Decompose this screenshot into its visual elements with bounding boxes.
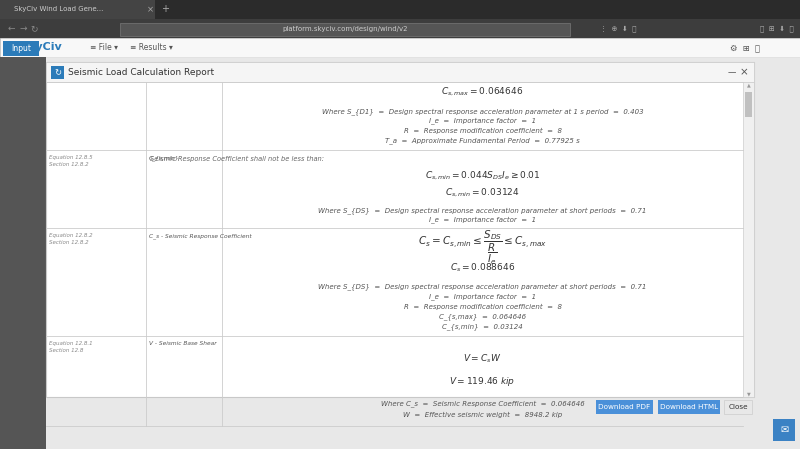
- Text: —: —: [728, 68, 736, 77]
- Text: ⋮  ⊕  ⬇  🔖: ⋮ ⊕ ⬇ 🔖: [600, 26, 637, 32]
- Text: ⚙  ⊞  👤: ⚙ ⊞ 👤: [730, 43, 760, 52]
- Text: Equation 12.8.5: Equation 12.8.5: [49, 155, 93, 160]
- Text: $C_{s,min} = 0.03124$: $C_{s,min} = 0.03124$: [445, 187, 520, 199]
- Text: I_e  =  Importance factor  =  1: I_e = Importance factor = 1: [429, 216, 536, 223]
- FancyBboxPatch shape: [0, 19, 800, 38]
- Text: Where S_{D1}  =  Design spectral response acceleration parameter at 1 s period  : Where S_{D1} = Design spectral response …: [322, 108, 643, 114]
- Text: Where S_{DS}  =  Design spectral response acceleration parameter at short period: Where S_{DS} = Design spectral response …: [318, 283, 646, 291]
- Text: Input: Input: [11, 44, 31, 53]
- Text: C_{s,min}  =  0.03124: C_{s,min} = 0.03124: [442, 323, 523, 330]
- Text: ×: ×: [740, 67, 748, 78]
- Text: $C_s = 0.088646$: $C_s = 0.088646$: [450, 261, 515, 273]
- Text: →: →: [19, 24, 26, 33]
- Text: V - Seismic Base Shear: V - Seismic Base Shear: [149, 341, 217, 346]
- Text: ▼: ▼: [746, 392, 750, 396]
- Text: Section 12.8: Section 12.8: [49, 348, 83, 353]
- Text: platform.skyciv.com/design/wind/v2: platform.skyciv.com/design/wind/v2: [282, 26, 408, 32]
- Text: $V = 119.46 \; kip$: $V = 119.46 \; kip$: [450, 374, 515, 387]
- Text: Equation 12.8.2: Equation 12.8.2: [49, 233, 93, 238]
- Text: +: +: [161, 4, 169, 14]
- Text: $C_{s,max} = 0.064646$: $C_{s,max} = 0.064646$: [442, 86, 523, 98]
- Text: ⊕: ⊕: [10, 43, 18, 53]
- Text: Where S_{DS}  =  Design spectral response acceleration parameter at short period: Where S_{DS} = Design spectral response …: [318, 207, 646, 214]
- FancyBboxPatch shape: [658, 400, 720, 414]
- FancyBboxPatch shape: [0, 0, 155, 19]
- Text: ✉: ✉: [780, 425, 788, 435]
- Text: ←: ←: [8, 24, 15, 33]
- Text: ↻: ↻: [30, 24, 38, 33]
- FancyBboxPatch shape: [0, 57, 800, 449]
- Text: ≡ Results ▾: ≡ Results ▾: [130, 43, 173, 52]
- FancyBboxPatch shape: [51, 66, 64, 79]
- FancyBboxPatch shape: [46, 62, 754, 82]
- Text: T_a  =  Approximate Fundamental Period  =  0.77925 s: T_a = Approximate Fundamental Period = 0…: [385, 137, 580, 144]
- FancyBboxPatch shape: [743, 82, 754, 397]
- Text: ×: ×: [146, 5, 154, 14]
- FancyBboxPatch shape: [0, 38, 800, 57]
- Text: Close: Close: [728, 404, 748, 410]
- FancyBboxPatch shape: [46, 62, 754, 397]
- Text: SkyCiv: SkyCiv: [20, 43, 62, 53]
- FancyBboxPatch shape: [773, 419, 795, 441]
- Text: Download PDF: Download PDF: [598, 404, 650, 410]
- Text: C_{s,min}: C_{s,min}: [149, 155, 180, 161]
- Text: I_e  =  Importance factor  =  1: I_e = Importance factor = 1: [429, 293, 536, 300]
- FancyBboxPatch shape: [3, 41, 39, 56]
- Text: C_s - Seismic Response Coefficient: C_s - Seismic Response Coefficient: [149, 233, 252, 239]
- Text: Where C_s  =  Seismic Response Coefficient  =  0.064646: Where C_s = Seismic Response Coefficient…: [381, 400, 584, 407]
- Text: R  =  Response modification coefficient  =  8: R = Response modification coefficient = …: [403, 304, 562, 310]
- Text: R  =  Response modification coefficient  =  8: R = Response modification coefficient = …: [403, 128, 562, 134]
- Text: ↻: ↻: [54, 68, 61, 77]
- Text: C_{s,max}  =  0.064646: C_{s,max} = 0.064646: [439, 313, 526, 320]
- FancyBboxPatch shape: [0, 0, 800, 19]
- Text: Equation 12.8.1: Equation 12.8.1: [49, 341, 93, 346]
- Text: ▲: ▲: [746, 83, 750, 88]
- Text: ≡ File ▾: ≡ File ▾: [90, 43, 118, 52]
- Text: Section 12.8.2: Section 12.8.2: [49, 162, 89, 167]
- FancyBboxPatch shape: [724, 400, 752, 414]
- Text: Seismic Load Calculation Report: Seismic Load Calculation Report: [68, 68, 214, 77]
- Text: Seismic Response Coefficient shall not be less than:: Seismic Response Coefficient shall not b…: [150, 156, 324, 162]
- Text: 🎨  ⊞  ⬇  🔖: 🎨 ⊞ ⬇ 🔖: [760, 26, 794, 32]
- Text: SkyCiv Wind Load Gene...: SkyCiv Wind Load Gene...: [14, 6, 103, 13]
- FancyBboxPatch shape: [745, 92, 752, 117]
- Text: $C_{s,min} = 0.044 S_{DS} I_e \geq 0.01$: $C_{s,min} = 0.044 S_{DS} I_e \geq 0.01$: [425, 170, 540, 182]
- FancyBboxPatch shape: [596, 400, 653, 414]
- Text: Download HTML: Download HTML: [660, 404, 718, 410]
- FancyBboxPatch shape: [120, 22, 570, 35]
- Text: W  =  Effective seismic weight  =  8948.2 kip: W = Effective seismic weight = 8948.2 ki…: [403, 412, 562, 418]
- FancyBboxPatch shape: [0, 57, 46, 449]
- Text: Section 12.8.2: Section 12.8.2: [49, 240, 89, 245]
- Text: I_e  =  Importance factor  =  1: I_e = Importance factor = 1: [429, 118, 536, 124]
- Text: $V = C_s W$: $V = C_s W$: [463, 352, 502, 365]
- Text: $C_s = C_{s,min} \leq \dfrac{S_{DS}}{\dfrac{R}{I_e}} \leq C_{s,max}$: $C_s = C_{s,min} \leq \dfrac{S_{DS}}{\df…: [418, 229, 547, 267]
